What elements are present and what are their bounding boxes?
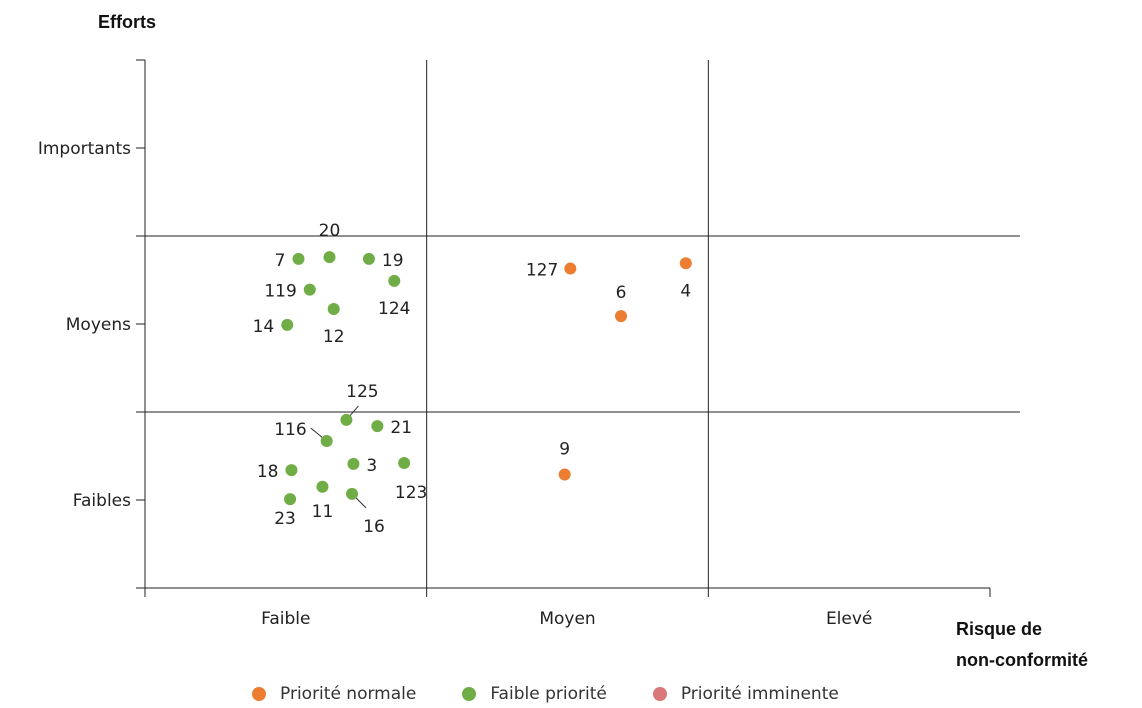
point-label: 7 xyxy=(275,251,286,271)
point-label: 19 xyxy=(382,251,404,271)
legend-label: Priorité imminente xyxy=(680,684,839,704)
legend-swatch xyxy=(252,687,266,701)
data-point xyxy=(327,303,340,316)
point-labels: 127 6 4 9 20 7 19 119 124 12 14 125 116 21 18 3 123 11 23 1… xyxy=(253,221,692,537)
x-tick-label: Elevé xyxy=(826,609,872,629)
legend-swatch xyxy=(652,687,667,701)
legend-label: Faible priorité xyxy=(490,684,607,704)
point-label: 21 xyxy=(390,418,412,438)
legend-item-priorite-normale: Priorité normale xyxy=(252,684,416,704)
x-axis-title: Risque de non-conformité xyxy=(956,614,1088,676)
y-tick-label: Faibles xyxy=(73,491,131,511)
legend-swatch xyxy=(462,687,477,701)
legend: Priorité normale Faible priorité Priorit… xyxy=(252,684,885,704)
point-label: 127 xyxy=(526,261,558,281)
data-point xyxy=(371,420,384,433)
point-label: 11 xyxy=(312,502,334,522)
point-label: 9 xyxy=(559,439,570,459)
point-label: 16 xyxy=(363,517,385,537)
data-point xyxy=(320,435,333,448)
data-point xyxy=(346,487,359,500)
data-point xyxy=(564,262,577,275)
data-point xyxy=(558,468,571,481)
y-tick-label: Moyens xyxy=(66,315,131,335)
point-label: 4 xyxy=(680,281,691,301)
point-label: 124 xyxy=(378,299,410,319)
data-point xyxy=(323,251,336,264)
point-label: 116 xyxy=(274,420,306,440)
point-label: 119 xyxy=(264,282,296,302)
x-tick-label: Moyen xyxy=(539,609,595,629)
data-point xyxy=(388,274,401,287)
data-point xyxy=(615,310,628,323)
data-point xyxy=(316,480,329,493)
ticks: Faibles Moyens Importants Faible Moyen Elevé xyxy=(38,59,991,629)
point-label: 12 xyxy=(323,327,345,347)
point-label: 23 xyxy=(274,509,296,529)
point-label: 123 xyxy=(395,483,427,503)
data-point xyxy=(292,252,305,265)
point-label: 6 xyxy=(616,283,627,303)
data-point xyxy=(340,413,353,426)
legend-item-priorite-imminente: Priorité imminente xyxy=(652,684,839,704)
data-point xyxy=(362,252,375,265)
point-label: 20 xyxy=(319,221,341,241)
point-label: 3 xyxy=(366,456,377,476)
legend-label: Priorité normale xyxy=(280,684,417,704)
point-label: 14 xyxy=(253,317,275,337)
data-point xyxy=(284,493,297,506)
x-axis-title-line-2: non-conformité xyxy=(956,650,1088,670)
point-label: 18 xyxy=(257,462,279,482)
data-point xyxy=(347,457,360,470)
data-point xyxy=(285,464,298,477)
data-point xyxy=(281,318,294,331)
point-label: 125 xyxy=(346,382,378,402)
grid-lines xyxy=(145,60,1020,588)
data-points xyxy=(281,251,692,506)
data-point xyxy=(398,457,411,470)
data-point xyxy=(679,257,692,270)
x-axis-title-line-1: Risque de xyxy=(956,619,1043,639)
y-tick-label: Importants xyxy=(38,139,131,159)
data-point xyxy=(303,283,316,296)
legend-item-faible-priorite: Faible priorité xyxy=(462,684,607,704)
x-tick-label: Faible xyxy=(261,609,310,629)
y-axis-title: Efforts xyxy=(98,12,156,32)
